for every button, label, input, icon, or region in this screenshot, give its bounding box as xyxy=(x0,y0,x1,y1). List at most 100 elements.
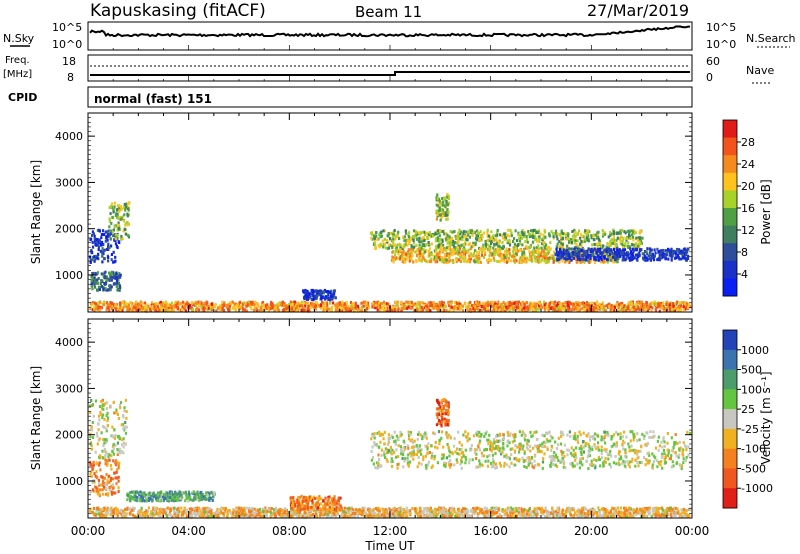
data-cell xyxy=(377,301,381,305)
data-cell xyxy=(684,307,687,311)
data-cell xyxy=(375,507,378,510)
data-cell xyxy=(103,447,106,451)
data-cell xyxy=(110,258,113,262)
data-cell xyxy=(97,252,100,256)
data-cell xyxy=(354,304,358,307)
data-cell xyxy=(106,419,109,423)
data-cell xyxy=(521,229,524,232)
data-cell xyxy=(200,497,203,501)
data-cell xyxy=(378,233,381,237)
data-cell xyxy=(607,303,610,307)
data-cell xyxy=(509,228,512,232)
data-cell xyxy=(605,304,608,308)
data-cell xyxy=(478,231,481,235)
data-cell xyxy=(475,235,478,239)
data-cell xyxy=(512,304,515,308)
date-label: 27/Mar/2019 xyxy=(587,1,689,20)
data-cell xyxy=(386,234,389,238)
data-cell xyxy=(475,302,479,306)
data-cell xyxy=(681,249,684,253)
data-cell xyxy=(584,305,587,309)
data-cell xyxy=(551,309,554,313)
data-cell xyxy=(588,304,591,308)
data-cell xyxy=(336,302,339,306)
data-cell xyxy=(541,242,544,246)
data-cell xyxy=(660,249,663,253)
data-cell xyxy=(668,308,671,312)
data-cell xyxy=(120,423,123,427)
data-cell xyxy=(657,250,660,254)
data-cell xyxy=(96,476,99,480)
data-cell xyxy=(619,254,622,258)
data-cell xyxy=(480,234,483,238)
data-cell xyxy=(432,234,435,238)
data-cell xyxy=(105,301,109,305)
data-cell xyxy=(425,306,428,310)
data-cell xyxy=(582,307,585,311)
data-cell xyxy=(452,244,455,248)
data-cell xyxy=(105,401,109,405)
data-cell xyxy=(532,301,536,305)
data-cell xyxy=(620,235,623,239)
data-cell xyxy=(435,250,438,254)
data-cell xyxy=(102,233,106,236)
data-cell xyxy=(186,300,189,304)
data-cell xyxy=(380,306,384,310)
data-cell xyxy=(138,306,141,310)
data-cell xyxy=(573,252,576,256)
data-cell xyxy=(532,240,535,244)
data-cell xyxy=(522,306,526,310)
data-cell xyxy=(533,309,536,313)
data-cell xyxy=(418,251,421,255)
data-cell xyxy=(113,205,116,209)
data-cell xyxy=(115,212,118,216)
data-cell xyxy=(116,228,119,232)
data-cell xyxy=(529,253,532,257)
data-cell xyxy=(115,281,118,285)
data-cell xyxy=(273,304,276,308)
data-cell xyxy=(168,490,171,494)
data-cell xyxy=(498,241,501,245)
data-cell xyxy=(457,239,460,243)
data-cell xyxy=(371,305,374,309)
data-cell xyxy=(525,300,528,304)
data-cell xyxy=(455,302,459,305)
data-cell xyxy=(390,258,394,262)
data-cell xyxy=(476,260,479,264)
data-cell xyxy=(114,233,117,237)
data-cell xyxy=(558,301,561,304)
data-cell xyxy=(166,492,169,496)
data-cell xyxy=(542,250,545,254)
data-cell xyxy=(166,497,169,501)
data-cell xyxy=(133,497,136,501)
data-cell xyxy=(418,236,421,240)
data-cell xyxy=(418,250,421,254)
data-cell xyxy=(169,304,172,307)
data-cell xyxy=(438,213,441,217)
data-cell xyxy=(404,304,407,308)
data-cell xyxy=(322,308,325,312)
data-cell xyxy=(117,274,120,278)
data-cell xyxy=(96,492,99,496)
data-cell xyxy=(89,463,92,467)
data-cell xyxy=(630,255,633,259)
data-cell xyxy=(525,308,529,312)
data-cell xyxy=(635,302,638,306)
data-cell xyxy=(124,222,127,226)
data-cell xyxy=(573,241,576,245)
data-cell xyxy=(110,271,113,275)
data-cell xyxy=(534,228,537,232)
data-cell xyxy=(544,251,547,255)
data-cell xyxy=(517,243,520,246)
data-cell xyxy=(621,239,624,243)
data-cell xyxy=(140,497,143,500)
data-cell xyxy=(393,506,396,510)
data-cell xyxy=(430,259,433,263)
data-cell xyxy=(517,233,520,237)
data-cell xyxy=(540,258,543,262)
data-cell xyxy=(143,307,146,311)
data-cell xyxy=(565,244,569,248)
data-cell xyxy=(147,499,151,502)
data-cell xyxy=(649,258,652,262)
nave-tick-bottom: 0 xyxy=(706,71,713,84)
